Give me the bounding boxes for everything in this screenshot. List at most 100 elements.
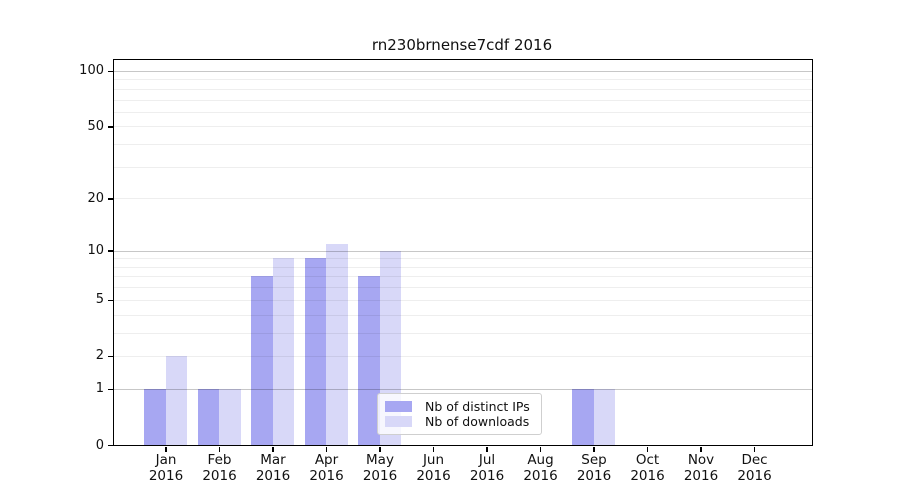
x-tick-mark: [593, 447, 595, 452]
legend: Nb of distinct IPs Nb of downloads: [377, 393, 542, 435]
y-tick-mark: [108, 250, 113, 252]
legend-item-downloads: Nb of downloads: [385, 414, 533, 429]
bar-mar-distinct-ips: [251, 276, 273, 445]
x-tick-label-apr: Apr 2016: [299, 452, 355, 484]
x-tick-label-aug: Aug 2016: [513, 452, 569, 484]
gridline-minor: [114, 79, 812, 81]
x-tick-year: 2016: [469, 467, 505, 484]
x-tick-month: Nov: [687, 452, 715, 468]
x-tick-year: 2016: [630, 467, 665, 484]
x-tick-month: Mar: [260, 452, 286, 468]
x-tick-month: Jul: [478, 452, 496, 468]
bar-mar-downloads: [272, 258, 294, 445]
legend-label-distinct-ips: Nb of distinct IPs: [425, 399, 530, 414]
x-tick-month: Jun: [422, 452, 445, 468]
bar-may-distinct-ips: [358, 276, 380, 445]
gridline-minor: [114, 111, 812, 113]
x-tick-month: Oct: [635, 452, 660, 468]
y-tick-label: 1: [95, 381, 104, 397]
x-tick-label-oct: Oct 2016: [620, 452, 676, 484]
bar-feb-downloads: [219, 388, 241, 445]
gridline-minor: [114, 355, 812, 357]
x-tick-year: 2016: [255, 467, 291, 484]
plot-area: [113, 59, 813, 446]
gridline-major: [114, 70, 812, 72]
y-tick-label: 20: [87, 190, 104, 206]
x-tick-year: 2016: [309, 467, 344, 484]
x-tick-label-sep: Sep 2016: [566, 452, 622, 484]
gridline-minor: [114, 258, 812, 260]
x-tick-label-feb: Feb 2016: [192, 452, 248, 484]
y-tick-label: 5: [95, 292, 104, 308]
x-tick-label-jan: Jan 2016: [138, 452, 194, 484]
gridline-minor: [114, 99, 812, 101]
x-tick-label-nov: Nov 2016: [673, 452, 729, 484]
gridline-minor: [114, 144, 812, 146]
x-tick-year: 2016: [148, 467, 184, 484]
x-tick-mark: [700, 447, 702, 452]
x-tick-mark: [486, 447, 488, 452]
legend-item-distinct-ips: Nb of distinct IPs: [385, 399, 533, 414]
x-tick-label-may: May 2016: [352, 452, 408, 484]
y-tick-mark: [108, 444, 113, 447]
bar-sep-downloads: [593, 388, 615, 445]
bar-feb-distinct-ips: [197, 388, 219, 445]
x-tick-mark: [539, 447, 542, 452]
legend-label-downloads: Nb of downloads: [425, 414, 530, 429]
y-tick-label: 0: [95, 437, 104, 453]
x-tick-month: Jan: [155, 452, 177, 468]
x-tick-month: Feb: [207, 452, 232, 468]
gridline-minor: [114, 126, 812, 128]
gridline-minor: [114, 166, 812, 168]
y-tick-mark: [108, 299, 113, 302]
gridline-minor: [114, 332, 812, 334]
x-tick-mark: [646, 447, 649, 452]
y-tick-mark: [108, 355, 113, 358]
bar-apr-distinct-ips: [304, 258, 326, 445]
gridline-major: [114, 250, 812, 252]
x-tick-month: Aug: [527, 452, 554, 468]
legend-swatch-distinct-ips: [385, 401, 412, 412]
y-tick-mark: [108, 126, 113, 128]
y-tick-mark: [108, 198, 113, 200]
chart-title: rn230brnense7cdf 2016: [371, 36, 553, 54]
x-tick-label-dec: Dec 2016: [727, 452, 783, 484]
y-tick-label: 10: [87, 243, 104, 259]
gridline-minor: [114, 299, 812, 301]
x-tick-mark: [379, 447, 381, 452]
y-tick-mark: [108, 388, 113, 391]
x-tick-mark: [753, 447, 756, 452]
bar-jan-distinct-ips: [144, 388, 166, 445]
x-tick-mark: [165, 447, 167, 452]
x-tick-month: May: [366, 452, 394, 468]
gridline-major: [114, 388, 812, 390]
x-tick-year: 2016: [576, 467, 612, 484]
y-tick-label: 50: [87, 118, 104, 134]
x-tick-label-mar: Mar 2016: [245, 452, 301, 484]
bar-jan-downloads: [165, 355, 187, 445]
x-tick-label-jul: Jul 2016: [459, 452, 515, 484]
x-tick-mark: [432, 447, 435, 452]
x-tick-mark: [218, 447, 221, 452]
x-tick-year: 2016: [737, 467, 772, 484]
x-tick-year: 2016: [416, 467, 451, 484]
gridline-minor: [114, 287, 812, 289]
x-tick-year: 2016: [362, 467, 398, 484]
gridline-minor: [114, 266, 812, 268]
bar-apr-downloads: [326, 243, 348, 445]
x-tick-year: 2016: [202, 467, 237, 484]
x-tick-mark: [272, 447, 274, 452]
x-tick-year: 2016: [523, 467, 558, 484]
x-tick-month: Apr: [314, 452, 339, 468]
gridline-minor: [114, 276, 812, 278]
y-tick-mark: [108, 70, 113, 73]
x-tick-label-jun: Jun 2016: [406, 452, 462, 484]
x-tick-year: 2016: [683, 467, 719, 484]
bar-sep-distinct-ips: [572, 388, 594, 445]
legend-swatch-downloads: [385, 416, 412, 427]
x-tick-mark: [325, 447, 328, 452]
x-tick-month: Dec: [741, 452, 768, 468]
y-tick-label: 100: [79, 63, 104, 79]
gridline-minor: [114, 198, 812, 200]
